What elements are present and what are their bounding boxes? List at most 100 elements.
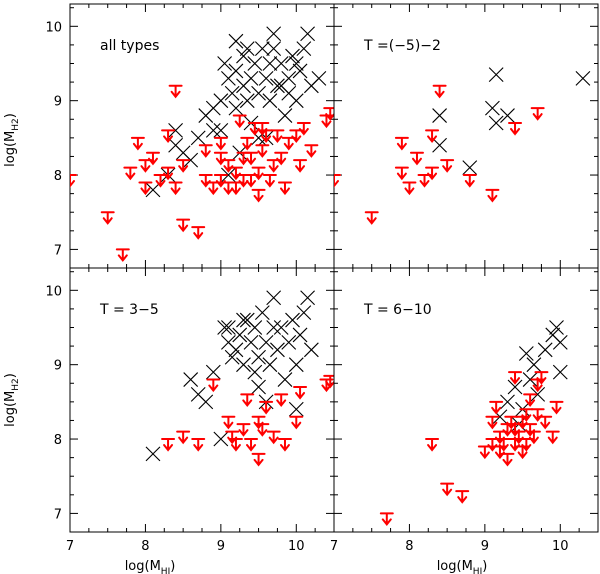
upper-limit-marker — [168, 181, 183, 196]
detection-marker — [270, 78, 285, 94]
detection-marker — [281, 334, 297, 350]
upper-limit-marker — [500, 452, 515, 467]
detection-marker — [217, 320, 233, 335]
detection-marker — [190, 130, 206, 146]
detection-marker — [575, 70, 591, 86]
detection-marker — [221, 167, 236, 183]
upper-limit-marker — [259, 400, 274, 415]
upper-limit-marker — [508, 371, 523, 385]
y-tick-label: 7 — [54, 507, 62, 522]
upper-limit-marker — [130, 136, 145, 151]
upper-limit-marker — [364, 211, 379, 225]
detection-marker — [254, 305, 270, 321]
upper-limit-marker — [213, 136, 228, 151]
upper-limit-marker — [519, 408, 534, 422]
upper-limit-marker — [251, 452, 266, 467]
upper-limit-marker — [440, 482, 455, 497]
detection-marker — [537, 342, 553, 358]
x-tick-label: 8 — [141, 539, 149, 554]
detection-marker — [288, 56, 304, 71]
x-tick-label: 10 — [552, 539, 569, 554]
upper-limit-marker — [530, 107, 545, 121]
detection-marker — [247, 364, 263, 380]
upper-limit-marker — [281, 136, 296, 151]
detection-marker — [262, 56, 278, 71]
upper-limit-marker — [115, 248, 130, 263]
y-tick-label: 10 — [45, 284, 62, 299]
detection-marker — [273, 78, 289, 94]
upper-limit-marker — [251, 166, 266, 181]
upper-limit-marker — [394, 136, 409, 151]
upper-limit-marker — [277, 181, 292, 196]
upper-limit-marker — [496, 438, 511, 452]
upper-limit-marker — [293, 159, 308, 173]
upper-limit-marker — [213, 151, 228, 166]
detection-marker — [236, 312, 251, 328]
upper-limit-marker — [153, 174, 168, 188]
panel-title: T = 3−5 — [99, 302, 159, 318]
upper-limit-marker — [409, 151, 424, 166]
detection-marker — [266, 41, 282, 57]
upper-limit-marker — [402, 181, 417, 196]
detection-marker — [247, 56, 263, 71]
x-tick-label: 9 — [217, 539, 225, 554]
upper-limit-marker — [526, 430, 541, 445]
detection-marker — [530, 387, 546, 402]
upper-limit-marker — [289, 415, 304, 430]
detection-marker — [205, 364, 221, 380]
detection-marker — [432, 137, 447, 153]
detection-marker — [266, 290, 282, 306]
upper-limit-marker — [161, 438, 176, 452]
upper-limit-marker — [485, 415, 500, 430]
detection-marker — [183, 152, 199, 168]
upper-limit-marker — [255, 423, 270, 437]
upper-limit-marker — [274, 151, 289, 166]
upper-limit-marker — [334, 174, 341, 188]
detection-marker — [236, 357, 251, 373]
detection-marker — [262, 357, 278, 373]
detection-marker — [518, 346, 534, 361]
upper-limit-marker — [221, 415, 236, 430]
detection-marker — [239, 93, 255, 109]
panel-top-left: 7 8 9 10 all types — [45, 3, 335, 269]
upper-limit-marker — [304, 144, 319, 158]
upper-limit-marker — [244, 174, 259, 188]
detection-marker — [221, 320, 236, 335]
upper-limit-marker — [100, 211, 115, 225]
detection-marker — [239, 41, 255, 57]
y-tick-label: 8 — [54, 433, 62, 448]
detection-marker — [522, 372, 538, 387]
y-tick-label: 8 — [54, 169, 62, 184]
detection-marker — [300, 26, 315, 42]
detection-marker — [217, 56, 233, 71]
upper-limit-marker — [176, 159, 191, 173]
detection-marker — [228, 63, 244, 79]
upper-limit-marker — [394, 166, 409, 181]
upper-limit-marker — [477, 445, 492, 460]
detection-marker — [292, 63, 308, 79]
detection-marker — [243, 70, 259, 86]
detection-marker — [251, 85, 266, 101]
upper-limit-marker — [145, 151, 160, 166]
x-tick-label: 10 — [288, 539, 305, 554]
detection-marker — [549, 320, 564, 335]
detection-marker — [303, 342, 319, 358]
detection-marker — [145, 182, 161, 198]
upper-limit-marker — [221, 159, 236, 173]
detection-marker — [251, 379, 266, 395]
upper-limit-marker — [255, 144, 270, 158]
upper-limit-marker — [198, 144, 213, 158]
upper-limit-marker — [232, 114, 247, 129]
upper-limit-marker — [266, 430, 281, 445]
detection-marker — [213, 123, 229, 138]
panel-title: T = 6−10 — [363, 302, 432, 318]
upper-limit-marker — [161, 129, 176, 144]
detection-marker — [507, 379, 523, 395]
upper-limit-marker — [425, 438, 440, 452]
upper-limit-marker — [228, 166, 243, 181]
detection-marker — [243, 334, 259, 350]
upper-limit-marker — [485, 438, 500, 452]
detection-marker — [432, 108, 447, 123]
detection-marker — [488, 115, 504, 131]
upper-limit-marker — [489, 400, 504, 415]
